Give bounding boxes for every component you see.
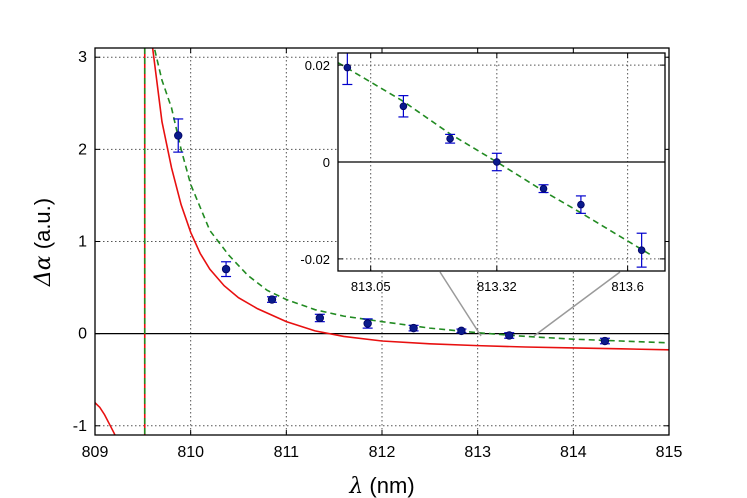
inset-data-point [446, 134, 454, 143]
main-data-point [267, 295, 277, 304]
main-y-tick-label: 3 [78, 49, 87, 66]
y-axis-symbol: Δα [31, 255, 56, 287]
inset-data-point [577, 200, 585, 209]
x-axis-unit: (nm) [363, 473, 414, 498]
main-data-point [457, 326, 466, 336]
main-x-tick-label: 814 [560, 444, 587, 461]
svg-text:Δα (a.u.): Δα (a.u.) [30, 198, 56, 287]
inset-data-point [343, 63, 352, 72]
main-fit-curve [153, 48, 669, 344]
inset-data-point [493, 158, 501, 166]
main-data-point [221, 264, 231, 274]
inset-data-point [399, 102, 408, 111]
inset-y-tick-label: -0.02 [300, 252, 330, 267]
main-y-tick-label: 0 [78, 326, 87, 343]
inset-data-point [539, 184, 548, 193]
main-series [95, 48, 669, 435]
main-y-tick-label: -1 [73, 418, 87, 435]
svg-text:λ (nm): λ (nm) [348, 473, 414, 498]
main-data-point [363, 319, 372, 328]
main-x-tick-label: 809 [82, 444, 109, 461]
y-axis-label: Δα (a.u.) [30, 198, 56, 287]
inset-x-tick-label: 813.05 [351, 279, 391, 294]
main-data-point [174, 131, 183, 140]
main-ticks: 809 810 811 812 813 814 815 -1 0 1 2 3 [73, 48, 683, 461]
main-y-tick-label: 2 [78, 141, 87, 158]
inset-y-tick-label: 0 [323, 155, 330, 170]
main-x-tick-label: 810 [177, 444, 204, 461]
zoom-connector-right [533, 271, 621, 337]
y-axis-unit: (a.u.) [30, 198, 55, 255]
x-axis-symbol: λ [348, 474, 363, 498]
zoom-connector-lines [439, 271, 621, 337]
inset-y-tick-label: 0.02 [305, 58, 330, 73]
main-data-point [600, 336, 610, 346]
inset-plot: 813.05 813.32 813.6 0.02 0 -0.02 [300, 52, 666, 294]
inset-x-tick-label: 813.32 [477, 279, 517, 294]
main-data-point [315, 313, 325, 323]
inset-data-point [637, 246, 646, 254]
main-model-curve [151, 48, 669, 351]
main-x-tick-label: 815 [656, 444, 683, 461]
main-model-curve [95, 402, 116, 435]
inset-series [338, 53, 652, 268]
main-x-tick-label: 813 [464, 444, 491, 461]
zoom-connector-left [439, 271, 482, 337]
main-y-tick-label: 1 [78, 234, 87, 251]
x-axis-label: λ (nm) [348, 473, 414, 498]
inset-ticks: 813.05 813.32 813.6 0.02 0 -0.02 [300, 53, 665, 294]
main-x-tick-label: 812 [369, 444, 396, 461]
main-data-point [505, 331, 514, 340]
main-data-point [409, 323, 418, 333]
inset-x-tick-label: 813.6 [611, 279, 644, 294]
main-x-tick-label: 811 [274, 444, 300, 461]
